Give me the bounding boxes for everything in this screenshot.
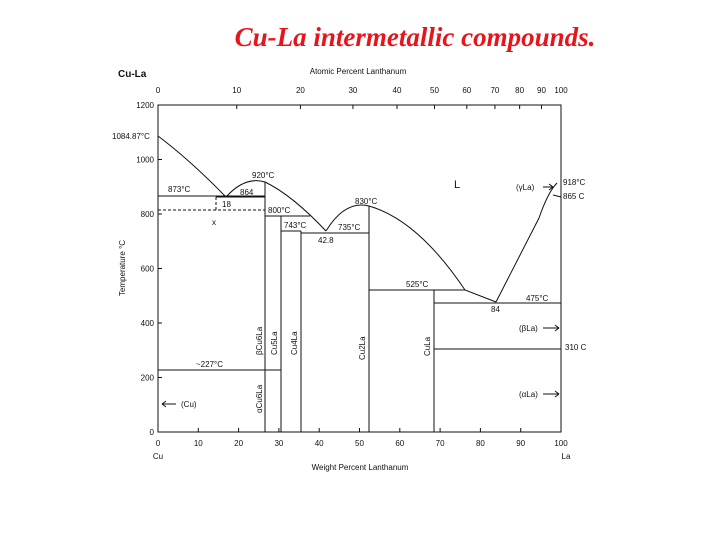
x-bottom-tick-label: 40 <box>315 439 324 448</box>
arrow-cu <box>161 400 176 408</box>
phase-beta-la: (βLa) <box>519 324 538 333</box>
arrow-alpha-la <box>543 390 560 398</box>
phase-cu5la: Cu5La <box>270 331 279 355</box>
x-top-tick-label: 50 <box>430 86 439 95</box>
x-bottom-tick-label: 60 <box>395 439 404 448</box>
x-top-tick-label: 0 <box>156 86 161 95</box>
phase-cu4la: Cu4La <box>290 331 299 355</box>
x-bottom-tick-label: 90 <box>516 439 525 448</box>
x-top-tick-label: 60 <box>462 86 471 95</box>
label-42-8: 42.8 <box>318 236 334 245</box>
label-18: 18 <box>222 200 231 209</box>
phase-cu2la: Cu2La <box>358 336 367 360</box>
arrow-gamma-la <box>543 183 554 191</box>
x-top-axis-title: Atomic Percent Lanthanum <box>310 67 407 76</box>
label-475: 475°C <box>526 294 549 303</box>
x-bottom-axis-title: Weight Percent Lanthanum <box>312 463 409 472</box>
liquidus-cu2la <box>325 204 497 303</box>
y-ticks: 0 200 400 600 800 1000 1200 <box>136 101 162 437</box>
y-tick-label: 600 <box>141 265 155 274</box>
label-800: 800°C <box>268 206 291 215</box>
y-tick-label: 1000 <box>136 156 154 165</box>
x-top-tick-label: 30 <box>348 86 357 95</box>
label-x: x <box>212 218 216 227</box>
arrow-beta-la <box>543 324 560 332</box>
label-918: 918°C <box>563 178 586 187</box>
system-label: Cu-La <box>118 69 147 80</box>
label-cu-melt: 1084.87°C <box>112 132 150 141</box>
la-transition <box>552 194 562 198</box>
x-bottom-tick-label: 70 <box>436 439 445 448</box>
label-873: 873°C <box>168 185 191 194</box>
y-tick-label: 400 <box>141 319 155 328</box>
x-top-tick-label: 20 <box>296 86 305 95</box>
label-743: 743°C <box>284 221 307 230</box>
y-tick-label: 800 <box>141 210 155 219</box>
x-bottom-tick-label: 30 <box>274 439 283 448</box>
label-310: 310 C <box>565 343 587 352</box>
x-bottom-tick-label: 10 <box>194 439 203 448</box>
phase-alpha-la: (αLa) <box>519 390 538 399</box>
x-bottom-tick-label: 50 <box>355 439 364 448</box>
x-bottom-tick-label: 80 <box>476 439 485 448</box>
label-865: 865 C <box>563 192 585 201</box>
phase-cula: CuLa <box>423 336 432 356</box>
label-227: ~227°C <box>196 360 223 369</box>
phase-liquid: L <box>454 179 460 191</box>
y-tick-label: 0 <box>150 428 155 437</box>
liquidus-la-side <box>495 182 558 303</box>
x-top-ticks: 0 10 20 30 40 50 60 70 80 90 100 <box>156 86 568 109</box>
plot-frame <box>157 104 562 433</box>
phase-beta-cu6la: βCu6La <box>255 326 264 355</box>
slide-title: Cu-La intermetallic compounds. <box>234 22 596 52</box>
y-axis-title: Temperature °C <box>118 240 127 296</box>
x-top-tick-label: 70 <box>490 86 499 95</box>
x-top-tick-label: 80 <box>515 86 524 95</box>
label-830: 830°C <box>355 197 378 206</box>
x-bottom-tick-label: 100 <box>554 439 568 448</box>
x-bottom-tick-label: 20 <box>234 439 243 448</box>
x-top-tick-label: 10 <box>232 86 241 95</box>
liquidus-cu-side <box>157 135 227 198</box>
label-525: 525°C <box>406 280 429 289</box>
phase-cu: (Cu) <box>181 400 197 409</box>
phase-alpha-cu6la: αCu6La <box>255 384 264 413</box>
y-tick-label: 1200 <box>136 101 154 110</box>
label-864: 864 <box>240 188 254 197</box>
label-735: 735°C <box>338 223 361 232</box>
x-top-tick-label: 40 <box>393 86 402 95</box>
label-84: 84 <box>491 305 500 314</box>
phase-gamma-la: (γLa) <box>516 183 535 192</box>
x-top-tick-label: 100 <box>554 86 568 95</box>
label-920: 920°C <box>252 171 275 180</box>
x-bottom-ticks: 0 10 20 30 40 50 60 70 80 90 100 <box>156 428 568 448</box>
x-bottom-tick-label: 0 <box>156 439 161 448</box>
left-element-label: Cu <box>153 452 163 461</box>
right-element-label: La <box>562 452 571 461</box>
x-top-tick-label: 90 <box>537 86 546 95</box>
y-tick-label: 200 <box>141 374 155 383</box>
